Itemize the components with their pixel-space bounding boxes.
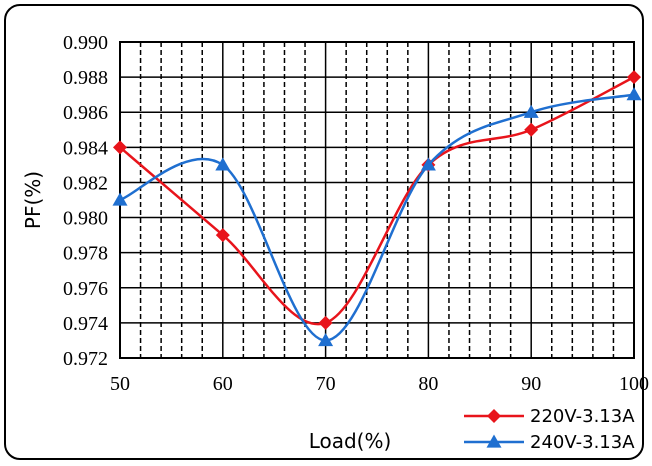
x-tick-label: 60 — [213, 373, 233, 395]
y-tick-label: 0.982 — [63, 172, 108, 194]
x-tick-label: 70 — [316, 373, 336, 395]
y-tick-label: 0.986 — [63, 102, 108, 124]
x-tick-label: 50 — [110, 373, 130, 395]
grid — [119, 41, 635, 359]
data-point — [112, 192, 128, 206]
y-tick-label: 0.972 — [63, 348, 108, 370]
x-tick-labels: 50 60 70 80 90 100 — [110, 373, 649, 395]
y-tick-label: 0.988 — [63, 67, 108, 89]
series-layer — [112, 70, 642, 347]
y-tick-label: 0.980 — [63, 208, 108, 230]
series-1 — [113, 70, 641, 330]
data-point — [523, 104, 539, 118]
y-tick-label: 0.974 — [63, 313, 108, 335]
y-tick-labels: 0.990 0.988 0.986 0.984 0.982 0.980 0.978 0.976… — [63, 32, 108, 370]
y-tick-label: 0.990 — [63, 32, 108, 54]
plot-area — [119, 41, 635, 359]
series-2 — [112, 87, 642, 347]
data-point — [215, 228, 230, 243]
x-tick-label: 100 — [619, 373, 649, 395]
y-tick-label: 0.984 — [63, 137, 108, 159]
x-tick-label: 90 — [521, 373, 541, 395]
data-point — [318, 315, 333, 330]
legend: 220V-3.13A 240V-3.13A — [464, 406, 635, 453]
y-tick-label: 0.978 — [63, 243, 108, 265]
y-axis-label: PF(%) — [21, 171, 45, 229]
x-tick-label: 80 — [418, 373, 438, 395]
data-point — [524, 122, 539, 137]
data-point — [318, 332, 334, 347]
chart-frame — [4, 4, 644, 460]
legend-label: 240V-3.13A — [530, 432, 635, 453]
legend-label: 220V-3.13A — [530, 406, 635, 427]
data-point — [113, 140, 127, 155]
legend-marker — [487, 409, 501, 423]
data-point — [215, 157, 231, 171]
x-axis-label: Load(%) — [309, 429, 392, 453]
data-point — [626, 87, 642, 101]
data-point — [420, 157, 436, 171]
y-tick-label: 0.976 — [63, 278, 108, 300]
legend-marker — [486, 434, 502, 448]
data-point — [627, 70, 641, 85]
